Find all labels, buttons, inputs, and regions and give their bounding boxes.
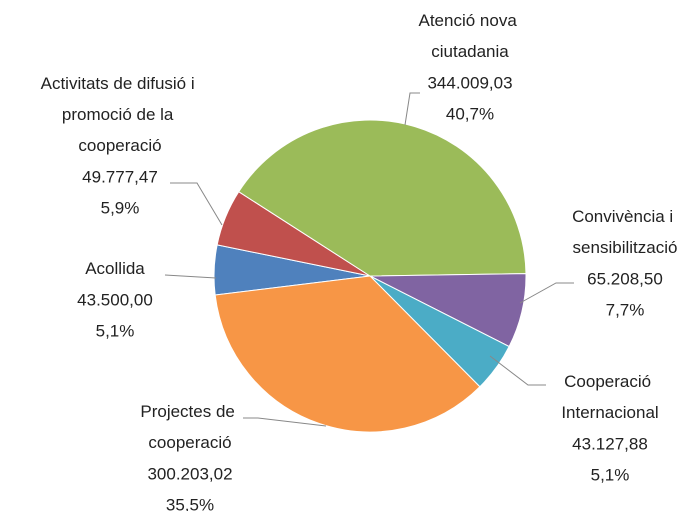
category-label: Convivència i sensibilització: [572, 207, 678, 257]
percentage-label: 5,1%: [96, 321, 135, 340]
leader-line: [519, 282, 574, 304]
leader-line: [164, 274, 217, 279]
category-label: Acollida: [85, 259, 145, 278]
leader-line: [243, 417, 327, 427]
leader-line: [170, 182, 223, 226]
pie-slice: [238, 119, 527, 277]
value-label: 43.127,88: [572, 434, 648, 453]
value-label: 43.500,00: [77, 290, 153, 309]
percentage-label: 5,9%: [101, 198, 140, 217]
percentage-label: 40,7%: [446, 104, 494, 123]
leader-line: [489, 355, 546, 386]
category-label: Activitats de difusió i promoció de la c…: [41, 74, 200, 155]
percentage-label: 7,7%: [606, 300, 645, 319]
category-label: Projectes de cooperació: [140, 402, 239, 452]
category-label: Atenció nova ciutadania: [418, 11, 521, 61]
pie-slice: [214, 275, 481, 433]
leader-line: [404, 92, 420, 126]
value-label: 300.203,02: [147, 464, 232, 483]
category-label: Cooperació Internacional: [561, 372, 658, 422]
leader-lines: [164, 92, 574, 427]
value-label: 344.009,03: [427, 73, 512, 92]
value-label: 49.777,47: [82, 167, 158, 186]
value-label: 65.208,50: [587, 269, 663, 288]
slices: [213, 119, 527, 433]
percentage-label: 5,1%: [591, 465, 630, 484]
percentage-label: 35,5%: [166, 495, 214, 511]
